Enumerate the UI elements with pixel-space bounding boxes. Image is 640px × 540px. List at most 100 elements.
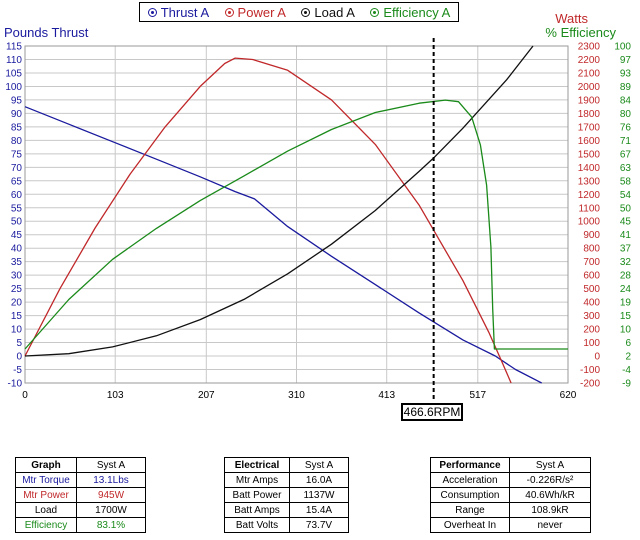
graph-table-header: Graph <box>15 457 77 473</box>
left-tick-label: 20 <box>11 298 23 309</box>
performance-table: Performance Syst A Acceleration -0.226R/… <box>430 457 591 533</box>
left-tick-label: 50 <box>11 217 23 228</box>
legend-marker-load-icon <box>301 7 311 17</box>
right-watts-tick-label: 500 <box>583 284 600 295</box>
electrical-row-value: 15.4A <box>289 502 349 518</box>
x-tick-label: 310 <box>288 390 305 400</box>
right-efficiency-tick-label: 58 <box>620 176 632 187</box>
performance-row-label: Overheat In <box>430 517 510 533</box>
electrical-row-label: Batt Volts <box>224 517 290 533</box>
legend-label: Load A <box>314 4 355 20</box>
right-watts-tick-label: 2300 <box>578 42 601 53</box>
electrical-table: Electrical Syst A Mtr Amps 16.0A Batt Po… <box>224 457 349 533</box>
right-watts-tick-label: 2100 <box>578 68 601 79</box>
left-tick-label: 115 <box>6 42 22 53</box>
right-watts-tick-label: 1100 <box>578 203 600 214</box>
graph-table-header: Syst A <box>76 457 146 473</box>
legend-item-power[interactable]: Power A <box>224 4 286 20</box>
x-tick-label: 620 <box>560 390 577 400</box>
right-efficiency-tick-label: 67 <box>620 149 632 160</box>
x-tick-label: 517 <box>469 390 486 400</box>
series-line-efficiency-a <box>24 99 568 350</box>
right-watts-tick-label: 1000 <box>578 217 601 228</box>
left-tick-label: 95 <box>11 95 23 106</box>
right-efficiency-tick-label: 80 <box>620 109 632 120</box>
right-watts-tick-label: 300 <box>583 311 600 322</box>
legend-label: Thrust A <box>160 4 210 20</box>
right-efficiency-tick-label: 28 <box>620 271 632 282</box>
right-axis-title-watts: Watts <box>555 11 588 26</box>
right-watts-tick-label: 600 <box>583 271 600 282</box>
right-efficiency-tick-label: 71 <box>620 136 632 147</box>
electrical-table-header: Electrical <box>224 457 290 473</box>
left-tick-label: 110 <box>6 55 22 66</box>
right-efficiency-tick-label: 10 <box>620 325 632 336</box>
right-efficiency-tick-label: 19 <box>620 298 632 309</box>
left-tick-label: -5 <box>13 365 22 376</box>
right-efficiency-tick-label: 84 <box>620 95 632 106</box>
rpm-readout[interactable]: 466.6RPM <box>401 403 463 421</box>
right-efficiency-tick-label: 76 <box>620 122 632 133</box>
right-watts-tick-label: 1600 <box>578 136 601 147</box>
electrical-row-label: Batt Power <box>224 487 290 503</box>
right-efficiency-tick-label: 2 <box>625 352 631 363</box>
performance-row-value: never <box>509 517 591 533</box>
left-tick-label: 80 <box>11 136 23 147</box>
right-watts-tick-label: 100 <box>583 338 600 349</box>
right-efficiency-tick-label: 89 <box>620 82 632 93</box>
right-watts-tick-label: 200 <box>583 325 600 336</box>
left-tick-label: 60 <box>11 190 23 201</box>
electrical-table-header: Syst A <box>289 457 349 473</box>
legend-label: Efficiency A <box>383 4 451 20</box>
left-tick-label: 5 <box>16 338 22 349</box>
x-tick-label: 207 <box>198 390 215 400</box>
right-efficiency-tick-label: 32 <box>620 257 632 268</box>
right-efficiency-tick-label: 54 <box>620 190 632 201</box>
performance-row-label: Range <box>430 502 510 518</box>
graph-row-value: 83.1% <box>76 517 146 533</box>
graph-table: Graph Syst A Mtr Torque 13.1Lbs Mtr Powe… <box>15 457 146 533</box>
legend-item-thrust[interactable]: Thrust A <box>147 4 210 20</box>
right-watts-tick-label: 700 <box>583 257 600 268</box>
right-efficiency-tick-label: 63 <box>620 163 632 174</box>
left-tick-label: 105 <box>5 68 22 79</box>
x-tick-label: 103 <box>107 390 124 400</box>
left-tick-label: 25 <box>11 284 23 295</box>
right-efficiency-tick-label: 6 <box>625 338 631 349</box>
left-tick-label: 85 <box>11 122 23 133</box>
graph-row-value: 945W <box>76 487 146 503</box>
right-efficiency-tick-label: 50 <box>620 203 632 214</box>
legend-label: Power A <box>237 4 286 20</box>
left-tick-label: 65 <box>11 176 23 187</box>
performance-row-value: -0.226R/s² <box>509 472 591 488</box>
performance-row-label: Acceleration <box>430 472 510 488</box>
x-tick-label: 0 <box>22 390 28 400</box>
electrical-row-value: 73.7V <box>289 517 349 533</box>
right-watts-tick-label: 1900 <box>578 95 601 106</box>
performance-table-header: Syst A <box>509 457 591 473</box>
legend-marker-efficiency-icon <box>370 7 380 17</box>
graph-row-value: 1700W <box>76 502 146 518</box>
graph-row-value: 13.1Lbs <box>76 472 146 488</box>
plot-frame <box>24 45 569 384</box>
right-watts-tick-label: 1200 <box>578 190 601 201</box>
right-watts-tick-label: 2200 <box>578 55 601 66</box>
right-efficiency-tick-label: 37 <box>620 244 632 255</box>
left-tick-label: 30 <box>11 271 23 282</box>
right-watts-tick-label: 1800 <box>578 109 601 120</box>
right-axis-title-efficiency: % Efficiency <box>545 25 616 40</box>
right-watts-tick-label: 400 <box>583 298 600 309</box>
right-efficiency-tick-label: 93 <box>620 68 632 79</box>
right-watts-tick-label: 900 <box>583 230 600 241</box>
legend-item-efficiency[interactable]: Efficiency A <box>370 5 450 20</box>
right-efficiency-tick-label: -4 <box>622 365 631 376</box>
legend-item-load[interactable]: Load A <box>301 5 355 20</box>
left-tick-label: 35 <box>11 257 23 268</box>
left-tick-label: 10 <box>11 325 23 336</box>
right-efficiency-tick-label: 41 <box>620 230 632 241</box>
graph-row-label: Mtr Torque <box>15 472 77 488</box>
right-efficiency-tick-label: 45 <box>620 217 632 228</box>
right-efficiency-tick-label: 24 <box>620 284 632 295</box>
performance-table-header: Performance <box>430 457 510 473</box>
